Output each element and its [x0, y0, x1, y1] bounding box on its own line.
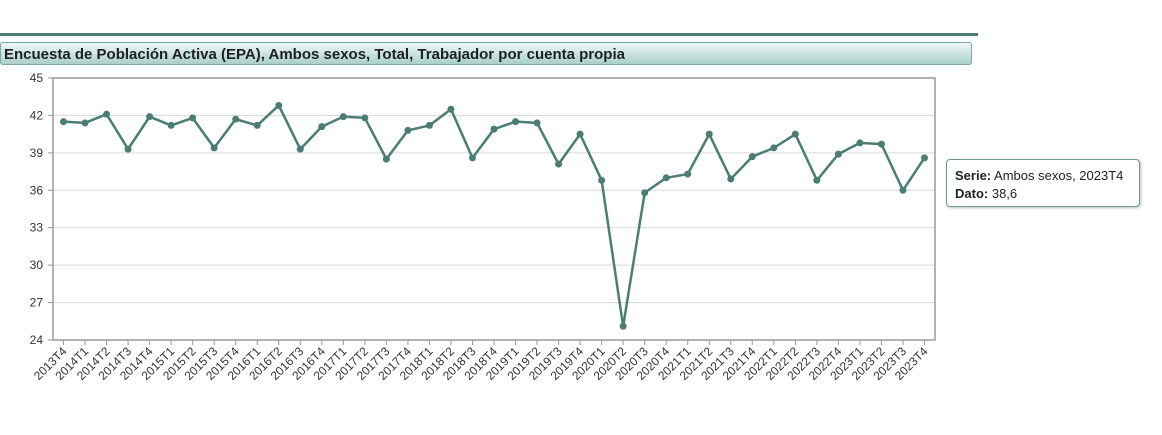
y-tick-label: 30 — [30, 258, 44, 272]
data-point[interactable] — [146, 113, 154, 121]
data-point[interactable] — [748, 153, 756, 161]
y-tick-label: 36 — [30, 183, 44, 197]
data-point[interactable] — [705, 130, 713, 138]
plot-frame — [52, 77, 936, 341]
data-point[interactable] — [576, 130, 584, 138]
data-point[interactable] — [727, 175, 735, 183]
data-point[interactable] — [404, 126, 412, 134]
data-point[interactable] — [210, 144, 218, 152]
data-point[interactable] — [468, 154, 476, 162]
data-point[interactable] — [834, 150, 842, 158]
tooltip-dato-value: 38,6 — [991, 186, 1018, 201]
data-point[interactable] — [103, 110, 111, 118]
data-point[interactable] — [877, 140, 885, 148]
series-layer — [60, 101, 928, 330]
data-point[interactable] — [856, 139, 864, 147]
data-point[interactable] — [296, 145, 304, 153]
y-tick-label: 27 — [30, 296, 44, 310]
data-point[interactable] — [770, 144, 778, 152]
data-point[interactable] — [490, 125, 498, 133]
data-point[interactable] — [921, 154, 928, 162]
data-point[interactable] — [447, 105, 455, 113]
top-rule — [0, 33, 978, 36]
data-point[interactable] — [684, 170, 692, 178]
data-point[interactable] — [382, 155, 390, 163]
data-point[interactable] — [318, 123, 326, 131]
data-point[interactable] — [555, 160, 563, 168]
y-tick-label: 33 — [30, 221, 44, 235]
data-point[interactable] — [275, 101, 283, 109]
y-tick-label: 24 — [30, 333, 44, 347]
data-point[interactable] — [813, 176, 821, 184]
data-point[interactable] — [533, 119, 541, 127]
data-point[interactable] — [81, 119, 89, 127]
data-point[interactable] — [619, 322, 627, 330]
grid-lines — [53, 77, 935, 341]
tooltip-dato-label: Dato: — [955, 186, 989, 201]
y-tick-label: 42 — [30, 108, 44, 122]
data-point[interactable] — [899, 186, 907, 194]
data-point[interactable] — [361, 114, 369, 122]
data-tooltip: Serie: Ambos sexos, 2023T4 Dato: 38,6 — [946, 159, 1140, 207]
data-point[interactable] — [124, 145, 132, 153]
data-point[interactable] — [189, 114, 197, 122]
data-point[interactable] — [791, 130, 799, 138]
data-point[interactable] — [598, 176, 606, 184]
data-point[interactable] — [662, 174, 670, 182]
y-tick-label: 39 — [30, 146, 44, 160]
data-point[interactable] — [339, 113, 347, 121]
y-axis: 24 27 30 33 36 39 42 45 — [30, 71, 53, 347]
tooltip-serie-value: Ambos sexos, 2023T4 — [994, 168, 1124, 183]
data-point[interactable] — [167, 121, 175, 129]
data-point[interactable] — [232, 115, 240, 123]
data-point[interactable] — [425, 121, 433, 129]
chart-title: Encuesta de Población Activa (EPA), Ambo… — [4, 46, 625, 63]
series-line — [63, 104, 926, 328]
y-tick-label: 45 — [30, 71, 44, 85]
data-point[interactable] — [641, 189, 649, 197]
data-point[interactable] — [512, 118, 520, 126]
x-axis: 2013T42014T12014T22014T32014T42015T12015… — [31, 340, 931, 383]
chart-title-bar: Encuesta de Población Activa (EPA), Ambo… — [0, 42, 972, 65]
data-point[interactable] — [253, 121, 261, 129]
data-point[interactable] — [60, 118, 67, 126]
tooltip-serie-label: Serie: — [955, 168, 992, 183]
